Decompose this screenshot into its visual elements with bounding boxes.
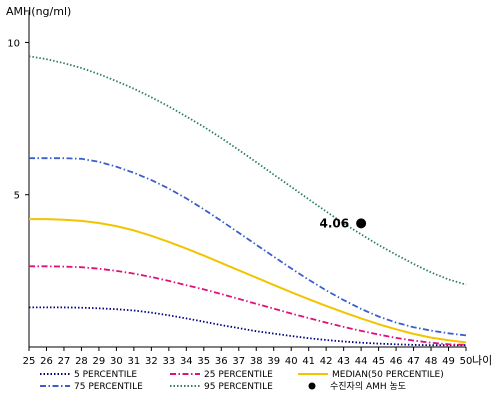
- series-line: [28, 55, 467, 286]
- x-tick-label: 30: [110, 356, 123, 367]
- legend-swatch: [308, 382, 316, 390]
- legend-label: 95 PERCENTILE: [204, 382, 273, 392]
- x-tick-label: 43: [337, 356, 350, 367]
- y-axis-title: AMH(ng/ml): [6, 5, 71, 18]
- x-tick-label: 45: [372, 356, 385, 367]
- x-tick-label: 49: [442, 356, 455, 367]
- x-tick-label: 33: [162, 356, 175, 367]
- x-tick-label: 27: [58, 356, 71, 367]
- series-layer: [28, 55, 467, 347]
- legend-item: 75 PERCENTILE: [40, 382, 143, 392]
- x-tick-label: 37: [232, 356, 245, 367]
- legend-label: 25 PERCENTILE: [204, 370, 273, 380]
- x-tick-label: 26: [40, 356, 53, 367]
- x-tick-label: 38: [250, 356, 263, 367]
- x-axis-title: 나이: [472, 354, 492, 367]
- x-tick-label: 41: [302, 356, 315, 367]
- axes-layer: AMH(ng/ml) 나이: [6, 5, 492, 367]
- x-tick-label: 35: [197, 356, 210, 367]
- legend-item: 25 PERCENTILE: [170, 370, 273, 380]
- x-tick-label: 50: [460, 356, 473, 367]
- patient-amh-value-label: 4.06: [320, 216, 350, 230]
- y-tick-label: 10: [7, 38, 20, 49]
- x-tick-label: 44: [355, 356, 368, 367]
- x-tick-label: 42: [320, 356, 333, 367]
- legend-label: 수진자의 AMH 농도: [330, 381, 406, 392]
- x-tick-label: 31: [128, 356, 141, 367]
- legend-label: MEDIAN(50 PERCENTILE): [332, 370, 444, 380]
- x-tick-label: 47: [407, 356, 420, 367]
- series-line: [29, 157, 467, 337]
- x-tick-label: 25: [23, 356, 36, 367]
- series-line: [29, 306, 466, 347]
- legend: 5 PERCENTILE 75 PERCENTILE 25 PERCENTILE 95…: [40, 370, 444, 392]
- x-tick-label: 36: [215, 356, 228, 367]
- legend-item: 5 PERCENTILE: [40, 370, 137, 380]
- patient-amh-marker: [356, 218, 367, 229]
- legend-item: 95 PERCENTILE: [170, 382, 273, 392]
- x-tick-label: 48: [425, 356, 438, 367]
- legend-label: 5 PERCENTILE: [74, 370, 137, 380]
- x-tick-label: 39: [267, 356, 280, 367]
- legend-item: 수진자의 AMH 농도: [308, 381, 406, 392]
- legend-item: MEDIAN(50 PERCENTILE): [298, 370, 444, 380]
- ticks-layer: 5 10 25 26 27 28 29 30 31 32 33 34 35 36 37 38 39 40 41 42 4…: [7, 38, 472, 367]
- marker-layer: 4.06: [320, 216, 367, 230]
- x-tick-label: 40: [285, 356, 298, 367]
- legend-label: 75 PERCENTILE: [74, 382, 143, 392]
- series-line: [29, 218, 467, 344]
- x-tick-label: 32: [145, 356, 158, 367]
- x-tick-label: 28: [75, 356, 88, 367]
- y-tick-label: 5: [14, 191, 20, 202]
- x-tick-label: 46: [390, 356, 403, 367]
- x-tick-label: 34: [180, 356, 193, 367]
- x-tick-label: 29: [93, 356, 106, 367]
- series-line: [29, 265, 467, 346]
